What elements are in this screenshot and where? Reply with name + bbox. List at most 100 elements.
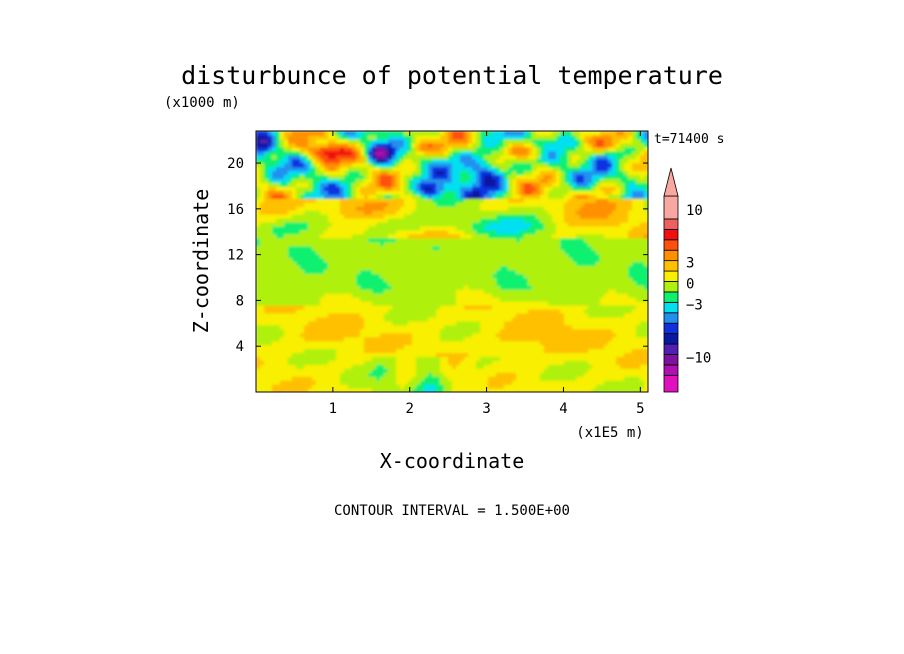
field-cell xyxy=(636,198,641,203)
field-cell xyxy=(424,265,429,270)
field-cell xyxy=(316,364,321,369)
field-cell xyxy=(260,233,265,239)
field-cell xyxy=(396,190,401,195)
field-cell xyxy=(304,221,309,227)
field-cell xyxy=(616,305,621,310)
field-cell xyxy=(496,261,501,267)
field-cell xyxy=(308,348,313,354)
field-cell xyxy=(392,364,397,369)
field-cell xyxy=(480,281,485,286)
field-cell xyxy=(512,257,517,263)
field-cell xyxy=(592,261,597,267)
field-cell xyxy=(496,336,501,342)
field-cell xyxy=(296,352,301,357)
field-cell xyxy=(460,218,465,223)
field-cell xyxy=(416,368,421,373)
field-cell xyxy=(320,312,325,318)
field-cell xyxy=(432,202,437,207)
field-cell xyxy=(632,293,637,298)
field-cell xyxy=(328,285,333,290)
field-cell xyxy=(640,194,645,199)
field-cell xyxy=(604,368,609,373)
field-cell xyxy=(300,285,305,290)
field-cell xyxy=(488,384,493,389)
field-cell xyxy=(392,305,397,310)
field-cell xyxy=(496,221,501,227)
field-cell xyxy=(384,336,389,342)
field-cell xyxy=(460,312,465,318)
field-cell xyxy=(472,190,477,195)
field-cell xyxy=(568,249,573,255)
field-cell xyxy=(432,273,437,278)
field-cell xyxy=(548,194,553,199)
field-cell xyxy=(268,356,273,361)
field-cell xyxy=(440,380,445,385)
field-cell xyxy=(500,360,505,365)
field-cell xyxy=(440,281,445,286)
field-cell xyxy=(528,249,533,255)
field-cell xyxy=(320,237,325,243)
field-cell xyxy=(316,305,321,310)
field-cell xyxy=(340,352,345,357)
field-cell xyxy=(504,269,509,274)
field-cell xyxy=(536,364,541,369)
field-cell xyxy=(504,253,509,259)
field-cell xyxy=(440,206,445,211)
field-cell xyxy=(572,301,577,306)
field-cell xyxy=(468,257,473,263)
field-cell xyxy=(612,210,617,215)
field-cell xyxy=(392,320,397,326)
field-cell xyxy=(524,273,529,278)
field-cell xyxy=(536,289,541,294)
field-cell xyxy=(272,190,277,195)
field-cell xyxy=(624,388,629,392)
field-cell xyxy=(348,332,353,338)
field-cell xyxy=(620,245,625,251)
field-cell xyxy=(276,237,281,243)
field-cell xyxy=(516,237,521,243)
field-cell xyxy=(440,221,445,227)
field-cell xyxy=(484,202,489,207)
field-cell xyxy=(268,273,273,278)
field-cell xyxy=(620,360,625,365)
field-cell xyxy=(532,320,537,326)
field-cell xyxy=(452,368,457,373)
field-cell xyxy=(424,273,429,278)
field-cell xyxy=(380,218,385,223)
field-cell xyxy=(508,376,513,381)
field-cell xyxy=(256,352,261,357)
field-cell xyxy=(384,301,389,306)
field-cell xyxy=(356,372,361,377)
field-cell xyxy=(400,281,405,286)
field-cell xyxy=(524,285,529,290)
field-cell xyxy=(572,202,577,207)
field-cell xyxy=(536,384,541,389)
field-cell xyxy=(460,348,465,354)
field-cell xyxy=(388,297,393,302)
field-cell xyxy=(432,285,437,290)
field-cell xyxy=(620,348,625,354)
field-cell xyxy=(520,332,525,338)
field-cell xyxy=(356,297,361,302)
field-cell xyxy=(456,225,461,231)
field-cell xyxy=(404,285,409,290)
field-cell xyxy=(540,206,545,211)
field-cell xyxy=(424,316,429,322)
field-cell xyxy=(324,348,329,354)
field-cell xyxy=(504,312,509,318)
field-cell xyxy=(336,380,341,385)
field-cell xyxy=(340,206,345,211)
field-cell xyxy=(380,384,385,389)
field-cell xyxy=(332,372,337,377)
field-cell xyxy=(600,190,605,195)
field-cell xyxy=(356,257,361,263)
field-cell xyxy=(316,376,321,381)
field-cell xyxy=(356,241,361,247)
field-cell xyxy=(272,356,277,361)
field-cell xyxy=(644,285,648,290)
field-cell xyxy=(272,360,277,365)
field-cell xyxy=(372,218,377,223)
field-cell xyxy=(308,229,313,235)
field-cell xyxy=(616,388,621,392)
field-cell xyxy=(584,249,589,255)
